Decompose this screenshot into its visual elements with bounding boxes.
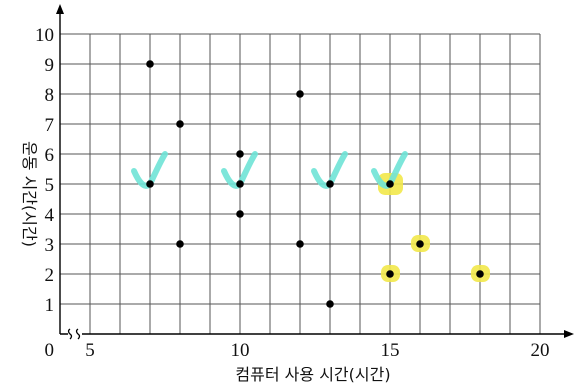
data-point xyxy=(326,180,334,188)
data-point xyxy=(176,240,184,248)
y-tick-label: 1 xyxy=(45,295,55,316)
y-tick-label: 4 xyxy=(45,205,55,226)
highlight-layer xyxy=(378,173,490,282)
tick-labels: 1 2 3 4 5 6 7 8 9 10 5 10 15 20 xyxy=(35,25,550,361)
data-point xyxy=(146,60,154,68)
data-point xyxy=(326,300,334,308)
data-point xyxy=(146,180,154,188)
y-axis-arrow xyxy=(56,4,64,14)
x-tick-label: 15 xyxy=(381,340,400,361)
y-tick-label: 3 xyxy=(45,235,55,256)
data-point xyxy=(386,270,394,278)
axis-break-mark xyxy=(75,328,81,340)
data-point xyxy=(416,240,424,248)
data-point xyxy=(176,120,184,128)
y-tick-label: 6 xyxy=(45,145,55,166)
y-tick-label: 5 xyxy=(45,175,55,196)
y-tick-label: 10 xyxy=(35,25,54,46)
data-point xyxy=(236,150,244,158)
data-point xyxy=(236,180,244,188)
data-point xyxy=(386,180,394,188)
data-point xyxy=(296,240,304,248)
axes xyxy=(56,4,574,340)
x-axis-title: 컴퓨터 사용 시간(시간) xyxy=(235,365,390,384)
y-tick-label: 7 xyxy=(45,115,55,136)
y-tick-label: 2 xyxy=(45,265,55,286)
x-tick-label: 20 xyxy=(531,340,550,361)
x-tick-label: 5 xyxy=(85,340,95,361)
y-tick-label: 8 xyxy=(45,85,55,106)
data-point xyxy=(476,270,484,278)
data-points xyxy=(146,60,484,308)
axis-break-mark xyxy=(67,328,73,340)
data-point xyxy=(296,90,304,98)
x-tick-label: 10 xyxy=(231,340,250,361)
y-axis-title: 운동 시간(시간) xyxy=(20,141,39,247)
grid-lines xyxy=(60,33,541,334)
y-tick-label: 9 xyxy=(45,55,55,76)
origin-label: 0 xyxy=(45,340,55,361)
x-axis-arrow xyxy=(564,330,574,338)
data-point xyxy=(236,210,244,218)
